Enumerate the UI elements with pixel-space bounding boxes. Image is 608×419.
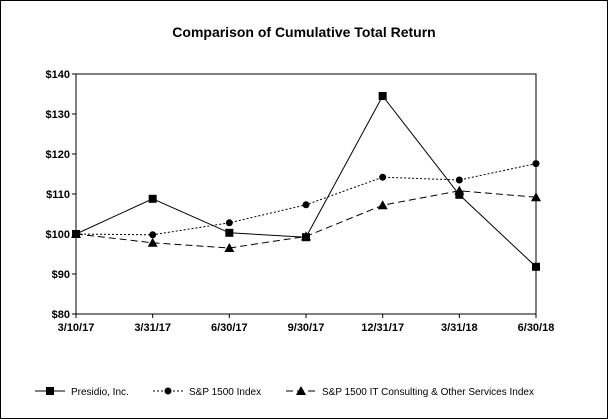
x-tick-label: 9/30/17 xyxy=(288,322,325,334)
data-point-triangle xyxy=(147,237,158,247)
x-axis: 3/10/17 3/31/17 6/30/17 9/30/17 12/31/17 3/31… xyxy=(58,314,555,334)
data-point-square xyxy=(148,194,157,203)
y-tick-label: $130 xyxy=(46,109,70,121)
y-tick-label: $140 xyxy=(46,69,70,81)
data-point-circle xyxy=(532,160,540,168)
data-point-triangle xyxy=(301,231,311,241)
data-point-square xyxy=(225,228,234,237)
x-tick-label: 3/31/17 xyxy=(134,322,171,334)
y-axis: $80 $90 $100 $110 $120 $130 $140 xyxy=(46,69,76,321)
legend-label: Presidio, Inc. xyxy=(71,387,129,398)
x-tick-label: 6/30/18 xyxy=(518,322,555,334)
series-layer xyxy=(71,92,541,271)
series-line xyxy=(75,163,537,236)
y-tick-label: $110 xyxy=(46,189,70,201)
legend-item: S&P 1500 Index xyxy=(153,387,261,398)
plot-area xyxy=(75,73,537,315)
data-point-circle xyxy=(455,176,463,184)
y-tick-label: $100 xyxy=(46,229,70,241)
data-point-circle xyxy=(379,173,387,181)
legend-label: S&P 1500 IT Consulting & Other Services … xyxy=(322,387,534,398)
data-point-triangle xyxy=(377,200,388,210)
data-point-circle xyxy=(149,231,157,239)
data-point-triangle xyxy=(224,243,235,252)
x-tick-label: 3/10/17 xyxy=(58,322,95,334)
y-tick-label: $90 xyxy=(52,269,70,281)
data-point-square xyxy=(378,92,387,100)
legend-swatch-circle xyxy=(164,387,172,395)
data-point-circle xyxy=(302,201,310,209)
x-tick-label: 6/30/17 xyxy=(211,322,248,334)
legend-label: S&P 1500 Index xyxy=(189,387,261,398)
chart-title: Comparison of Cumulative Total Return xyxy=(172,24,435,40)
data-point-triangle xyxy=(454,185,465,195)
series-square xyxy=(72,92,540,271)
y-tick-label: $120 xyxy=(46,149,70,161)
series-circle xyxy=(72,160,540,239)
series-triangle xyxy=(71,185,541,252)
data-point-square xyxy=(532,262,540,271)
data-point-circle xyxy=(225,219,233,227)
legend: Presidio, Inc. S&P 1500 Index S&P 1500 IT … xyxy=(35,386,534,398)
x-tick-label: 12/31/17 xyxy=(361,322,404,334)
legend-swatch-triangle xyxy=(296,386,306,395)
x-tick-label: 3/31/18 xyxy=(441,322,478,334)
y-tick-label: $80 xyxy=(52,309,70,321)
legend-item: Presidio, Inc. xyxy=(35,387,129,398)
legend-swatch-square xyxy=(46,387,54,395)
legend-item: S&P 1500 IT Consulting & Other Services … xyxy=(286,386,534,398)
data-point-triangle xyxy=(531,192,541,202)
data-point-triangle xyxy=(71,229,81,238)
